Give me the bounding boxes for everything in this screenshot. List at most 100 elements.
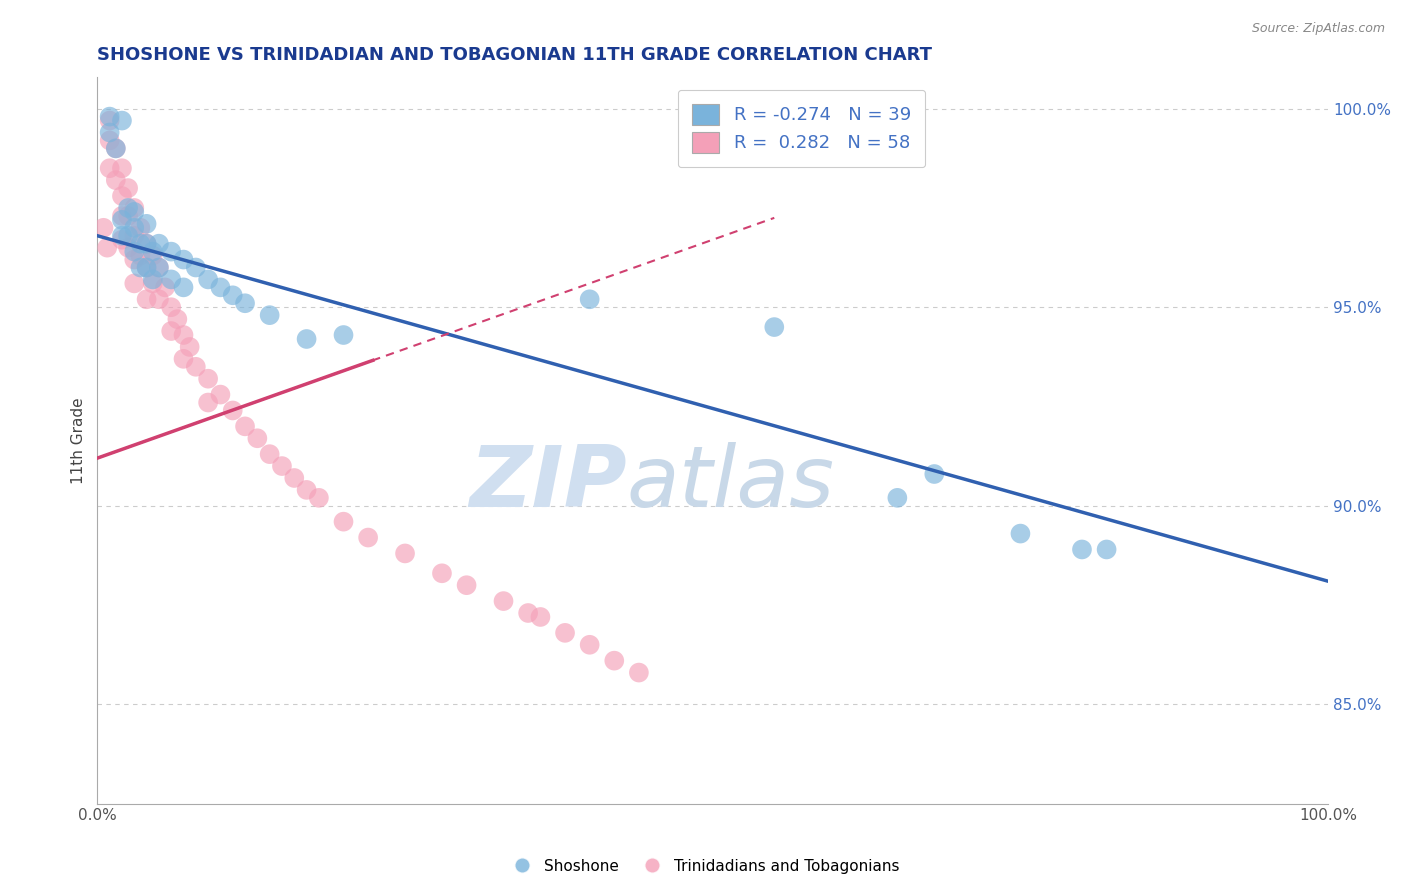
Point <box>160 244 183 259</box>
Point <box>98 113 121 128</box>
Legend: Shoshone, Trinidadians and Tobagonians: Shoshone, Trinidadians and Tobagonians <box>501 853 905 880</box>
Point <box>160 272 183 286</box>
Point <box>135 260 157 275</box>
Point <box>135 217 157 231</box>
Point <box>124 252 146 267</box>
Point <box>763 320 786 334</box>
Legend: R = -0.274   N = 39, R =  0.282   N = 58: R = -0.274 N = 39, R = 0.282 N = 58 <box>678 89 925 168</box>
Point <box>492 594 515 608</box>
Point <box>111 212 134 227</box>
Point <box>135 236 157 251</box>
Point <box>98 133 121 147</box>
Point <box>124 205 146 219</box>
Point <box>295 483 318 497</box>
Point <box>104 141 127 155</box>
Point <box>332 328 354 343</box>
Point <box>135 293 157 307</box>
Point <box>104 141 127 155</box>
Point <box>111 228 134 243</box>
Point <box>1095 542 1118 557</box>
Point <box>124 201 146 215</box>
Point <box>142 272 165 286</box>
Text: atlas: atlas <box>627 442 835 525</box>
Point <box>142 249 165 263</box>
Point <box>357 531 380 545</box>
Point <box>117 228 139 243</box>
Point <box>197 272 219 286</box>
Point <box>308 491 330 505</box>
Point <box>142 277 165 291</box>
Point <box>430 566 453 581</box>
Point <box>209 387 232 401</box>
Point <box>148 260 170 275</box>
Point <box>111 113 134 128</box>
Point <box>184 260 207 275</box>
Point <box>1071 542 1094 557</box>
Point <box>129 236 152 251</box>
Point <box>124 228 146 243</box>
Point <box>173 252 195 267</box>
Point <box>98 126 121 140</box>
Point <box>603 654 626 668</box>
Point <box>160 300 183 314</box>
Point <box>153 280 176 294</box>
Text: SHOSHONE VS TRINIDADIAN AND TOBAGONIAN 11TH GRADE CORRELATION CHART: SHOSHONE VS TRINIDADIAN AND TOBAGONIAN 1… <box>97 46 932 64</box>
Point <box>233 419 256 434</box>
Point <box>160 324 183 338</box>
Point <box>104 173 127 187</box>
Point <box>111 161 134 176</box>
Point <box>129 260 152 275</box>
Point <box>394 546 416 560</box>
Point <box>142 244 165 259</box>
Point <box>627 665 650 680</box>
Point <box>111 209 134 223</box>
Point <box>173 351 195 366</box>
Text: ZIP: ZIP <box>470 442 627 525</box>
Point <box>135 236 157 251</box>
Point <box>148 260 170 275</box>
Point <box>124 244 146 259</box>
Y-axis label: 11th Grade: 11th Grade <box>72 397 86 483</box>
Point <box>111 233 134 247</box>
Point <box>246 431 269 445</box>
Point <box>96 241 118 255</box>
Point <box>166 312 188 326</box>
Point <box>1010 526 1032 541</box>
Point <box>148 293 170 307</box>
Point <box>93 220 115 235</box>
Point <box>578 293 600 307</box>
Point <box>271 458 294 473</box>
Point <box>124 220 146 235</box>
Text: Source: ZipAtlas.com: Source: ZipAtlas.com <box>1251 22 1385 36</box>
Point <box>578 638 600 652</box>
Point <box>259 447 281 461</box>
Point <box>283 471 305 485</box>
Point <box>332 515 354 529</box>
Point <box>197 395 219 409</box>
Point <box>233 296 256 310</box>
Point <box>124 277 146 291</box>
Point <box>295 332 318 346</box>
Point <box>259 308 281 322</box>
Point <box>517 606 540 620</box>
Point <box>886 491 908 505</box>
Point <box>111 189 134 203</box>
Point <box>117 209 139 223</box>
Point <box>173 280 195 294</box>
Point <box>98 110 121 124</box>
Point <box>129 220 152 235</box>
Point <box>173 328 195 343</box>
Point <box>117 201 139 215</box>
Point <box>179 340 201 354</box>
Point <box>184 359 207 374</box>
Point <box>456 578 478 592</box>
Point <box>148 236 170 251</box>
Point <box>117 181 139 195</box>
Point <box>197 372 219 386</box>
Point <box>209 280 232 294</box>
Point <box>117 241 139 255</box>
Point <box>129 249 152 263</box>
Point <box>554 625 576 640</box>
Point <box>222 288 245 302</box>
Point <box>98 161 121 176</box>
